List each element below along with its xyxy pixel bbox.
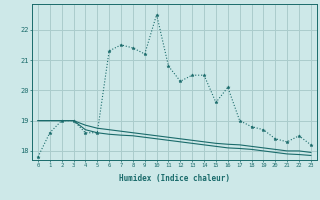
X-axis label: Humidex (Indice chaleur): Humidex (Indice chaleur) [119, 174, 230, 183]
